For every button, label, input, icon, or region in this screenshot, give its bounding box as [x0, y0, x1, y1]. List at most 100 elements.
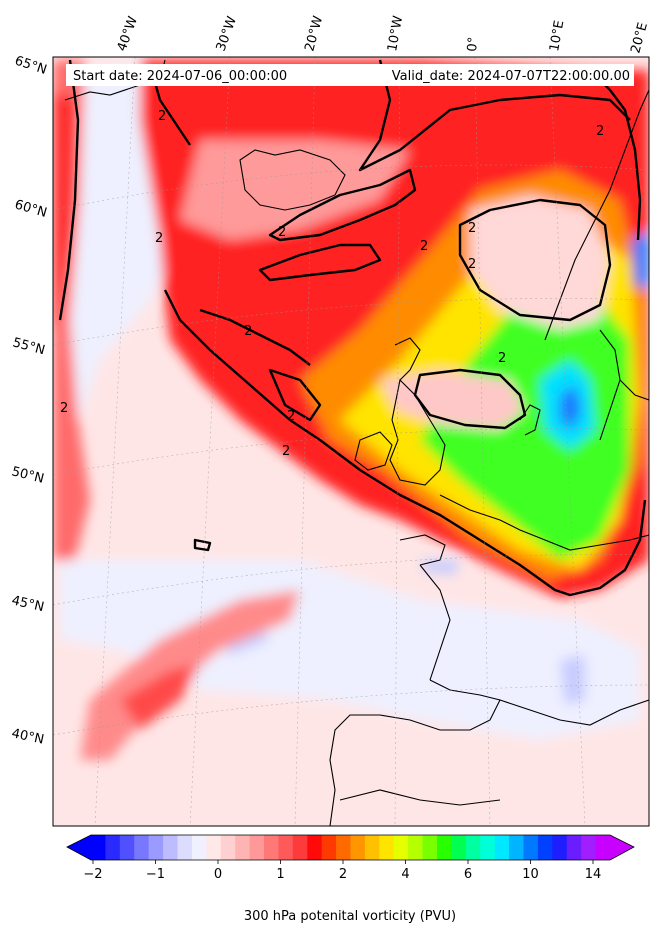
colorbar-tick-label: −2	[83, 867, 102, 882]
contour-label: 2	[155, 231, 163, 246]
coastline-mediterranean	[499, 699, 649, 726]
colorbar-outline	[66, 834, 635, 861]
header-box	[66, 64, 634, 86]
contour-label: 2	[60, 401, 68, 416]
colorbar-tick-label: 6	[464, 867, 472, 882]
coastline-africa	[339, 789, 501, 806]
parallel-60n	[53, 164, 649, 211]
pv-pink-iceland	[180, 140, 410, 240]
colorbar-segment	[249, 835, 265, 860]
meridian-40w	[94, 57, 136, 826]
lat-label: 50°N	[10, 464, 45, 486]
contour-label: 2	[468, 257, 476, 272]
parallel-45n	[53, 554, 649, 606]
pv-contour-cutoff	[458, 198, 612, 322]
pv-contour-west	[58, 59, 80, 321]
colorbar-tick-label: 10	[522, 867, 539, 882]
colorbar-segment	[177, 835, 193, 860]
coastline-denmark	[519, 404, 541, 436]
pv-contour-northsea-loop	[413, 368, 527, 430]
colorbar-segment	[523, 835, 539, 860]
colorbar-label: 300 hPa potenital vorticity (PVU)	[244, 909, 456, 924]
colorbar-tick-label: 2	[339, 867, 347, 882]
meridian-10e	[549, 57, 586, 826]
colorbar: −2 −1 0 1 2 4 6 10 14 300 hPa potenital vorticit…	[66, 834, 635, 924]
pv-contour-inner-1	[258, 243, 382, 282]
colorbar-segment	[509, 835, 524, 860]
start-date-label: Start date: 2024-07-06_00:00:00	[73, 69, 287, 84]
colorbar-segment	[552, 835, 568, 860]
colorbar-tick-label: 14	[585, 867, 602, 882]
colorbar-segment	[494, 835, 510, 860]
lon-label: 10°W	[385, 15, 406, 53]
contour-label: 2	[468, 221, 476, 236]
colorbar-under-arrow	[67, 835, 91, 860]
contour-label: 2	[498, 351, 506, 366]
lat-label: 40°N	[10, 726, 45, 747]
colorbar-segment	[134, 835, 150, 860]
colorbar-segment	[264, 835, 279, 860]
contour-label: 2	[244, 324, 252, 339]
coastline-brittany	[399, 534, 446, 566]
contour-label: 2	[278, 225, 286, 240]
colorbar-segment	[235, 835, 250, 860]
meridian-20w	[294, 57, 316, 826]
pv-low-region-south	[60, 560, 640, 740]
colorbar-tick-label: 1	[276, 867, 284, 882]
meridian-10w	[394, 57, 401, 826]
colorbar-segments	[91, 835, 611, 860]
pv-trough-green	[420, 290, 630, 560]
lat-label: 60°N	[13, 197, 49, 220]
pv-trough-blue	[560, 385, 582, 430]
colorbar-segment	[465, 835, 481, 860]
pv-pink-northsea	[380, 370, 525, 430]
pv-contour-inner-2	[199, 308, 311, 366]
colorbar-segment	[437, 835, 452, 860]
colorbar-tick-label: 0	[214, 867, 222, 882]
contour-label: 2	[282, 444, 290, 459]
colorbar-tick-label: −1	[146, 867, 165, 882]
colorbar-ticks: −2 −1 0 1 2 4 6 10 14	[83, 860, 601, 882]
lat-label: 65°N	[13, 54, 49, 78]
coastline-ireland	[354, 431, 393, 471]
pv-low-patch-2	[420, 560, 460, 575]
lat-label: 55°N	[11, 335, 47, 358]
pv-2-contours	[58, 59, 647, 597]
colorbar-segment	[278, 835, 294, 860]
contour-label: 2	[287, 409, 295, 424]
colorbar-over-arrow	[610, 835, 634, 860]
colorbar-segment	[307, 835, 323, 860]
colorbar-segment	[537, 835, 553, 860]
colorbar-segment	[393, 835, 409, 860]
colorbar-segment	[422, 835, 438, 860]
lon-label: 20°E	[628, 21, 651, 55]
colorbar-segment	[191, 835, 207, 860]
colorbar-segment	[220, 835, 236, 860]
colorbar-segment	[379, 835, 395, 860]
colorbar-segment	[408, 835, 423, 860]
pv-contour-ne	[589, 69, 642, 241]
map-panel: 2 2 2 2 2 2 2 2 2 2 2 2 Start date: 2024…	[53, 57, 649, 826]
parallel-50n	[53, 428, 649, 476]
pv-contour-main	[163, 289, 647, 597]
colorbar-segment	[451, 835, 467, 860]
longitude-labels: 40°W 30°W 20°W 10°W 0° 10°E 20°E	[115, 14, 651, 55]
colorbar-segment	[480, 835, 496, 860]
colorbar-segment	[119, 835, 135, 860]
lon-label: 30°W	[214, 14, 240, 53]
map-frame	[52, 56, 650, 827]
pv-band-west-core	[53, 90, 75, 330]
meridian-30w	[189, 57, 231, 826]
colorbar-segment	[292, 835, 308, 860]
colorbar-tick-label: 4	[401, 867, 409, 882]
lon-label: 20°W	[302, 14, 326, 53]
colorbar-segment	[336, 835, 351, 860]
colorbar-segment	[91, 835, 106, 860]
coastline-baltic	[619, 379, 649, 401]
pv-contour-inner-3	[268, 368, 322, 422]
lon-label: 10°E	[547, 19, 567, 52]
latitude-labels: 65°N 60°N 55°N 50°N 45°N 40°N	[10, 54, 49, 748]
lon-label: 0°	[465, 36, 481, 52]
pv-cutoff-north	[470, 195, 610, 330]
colorbar-segment	[364, 835, 380, 860]
